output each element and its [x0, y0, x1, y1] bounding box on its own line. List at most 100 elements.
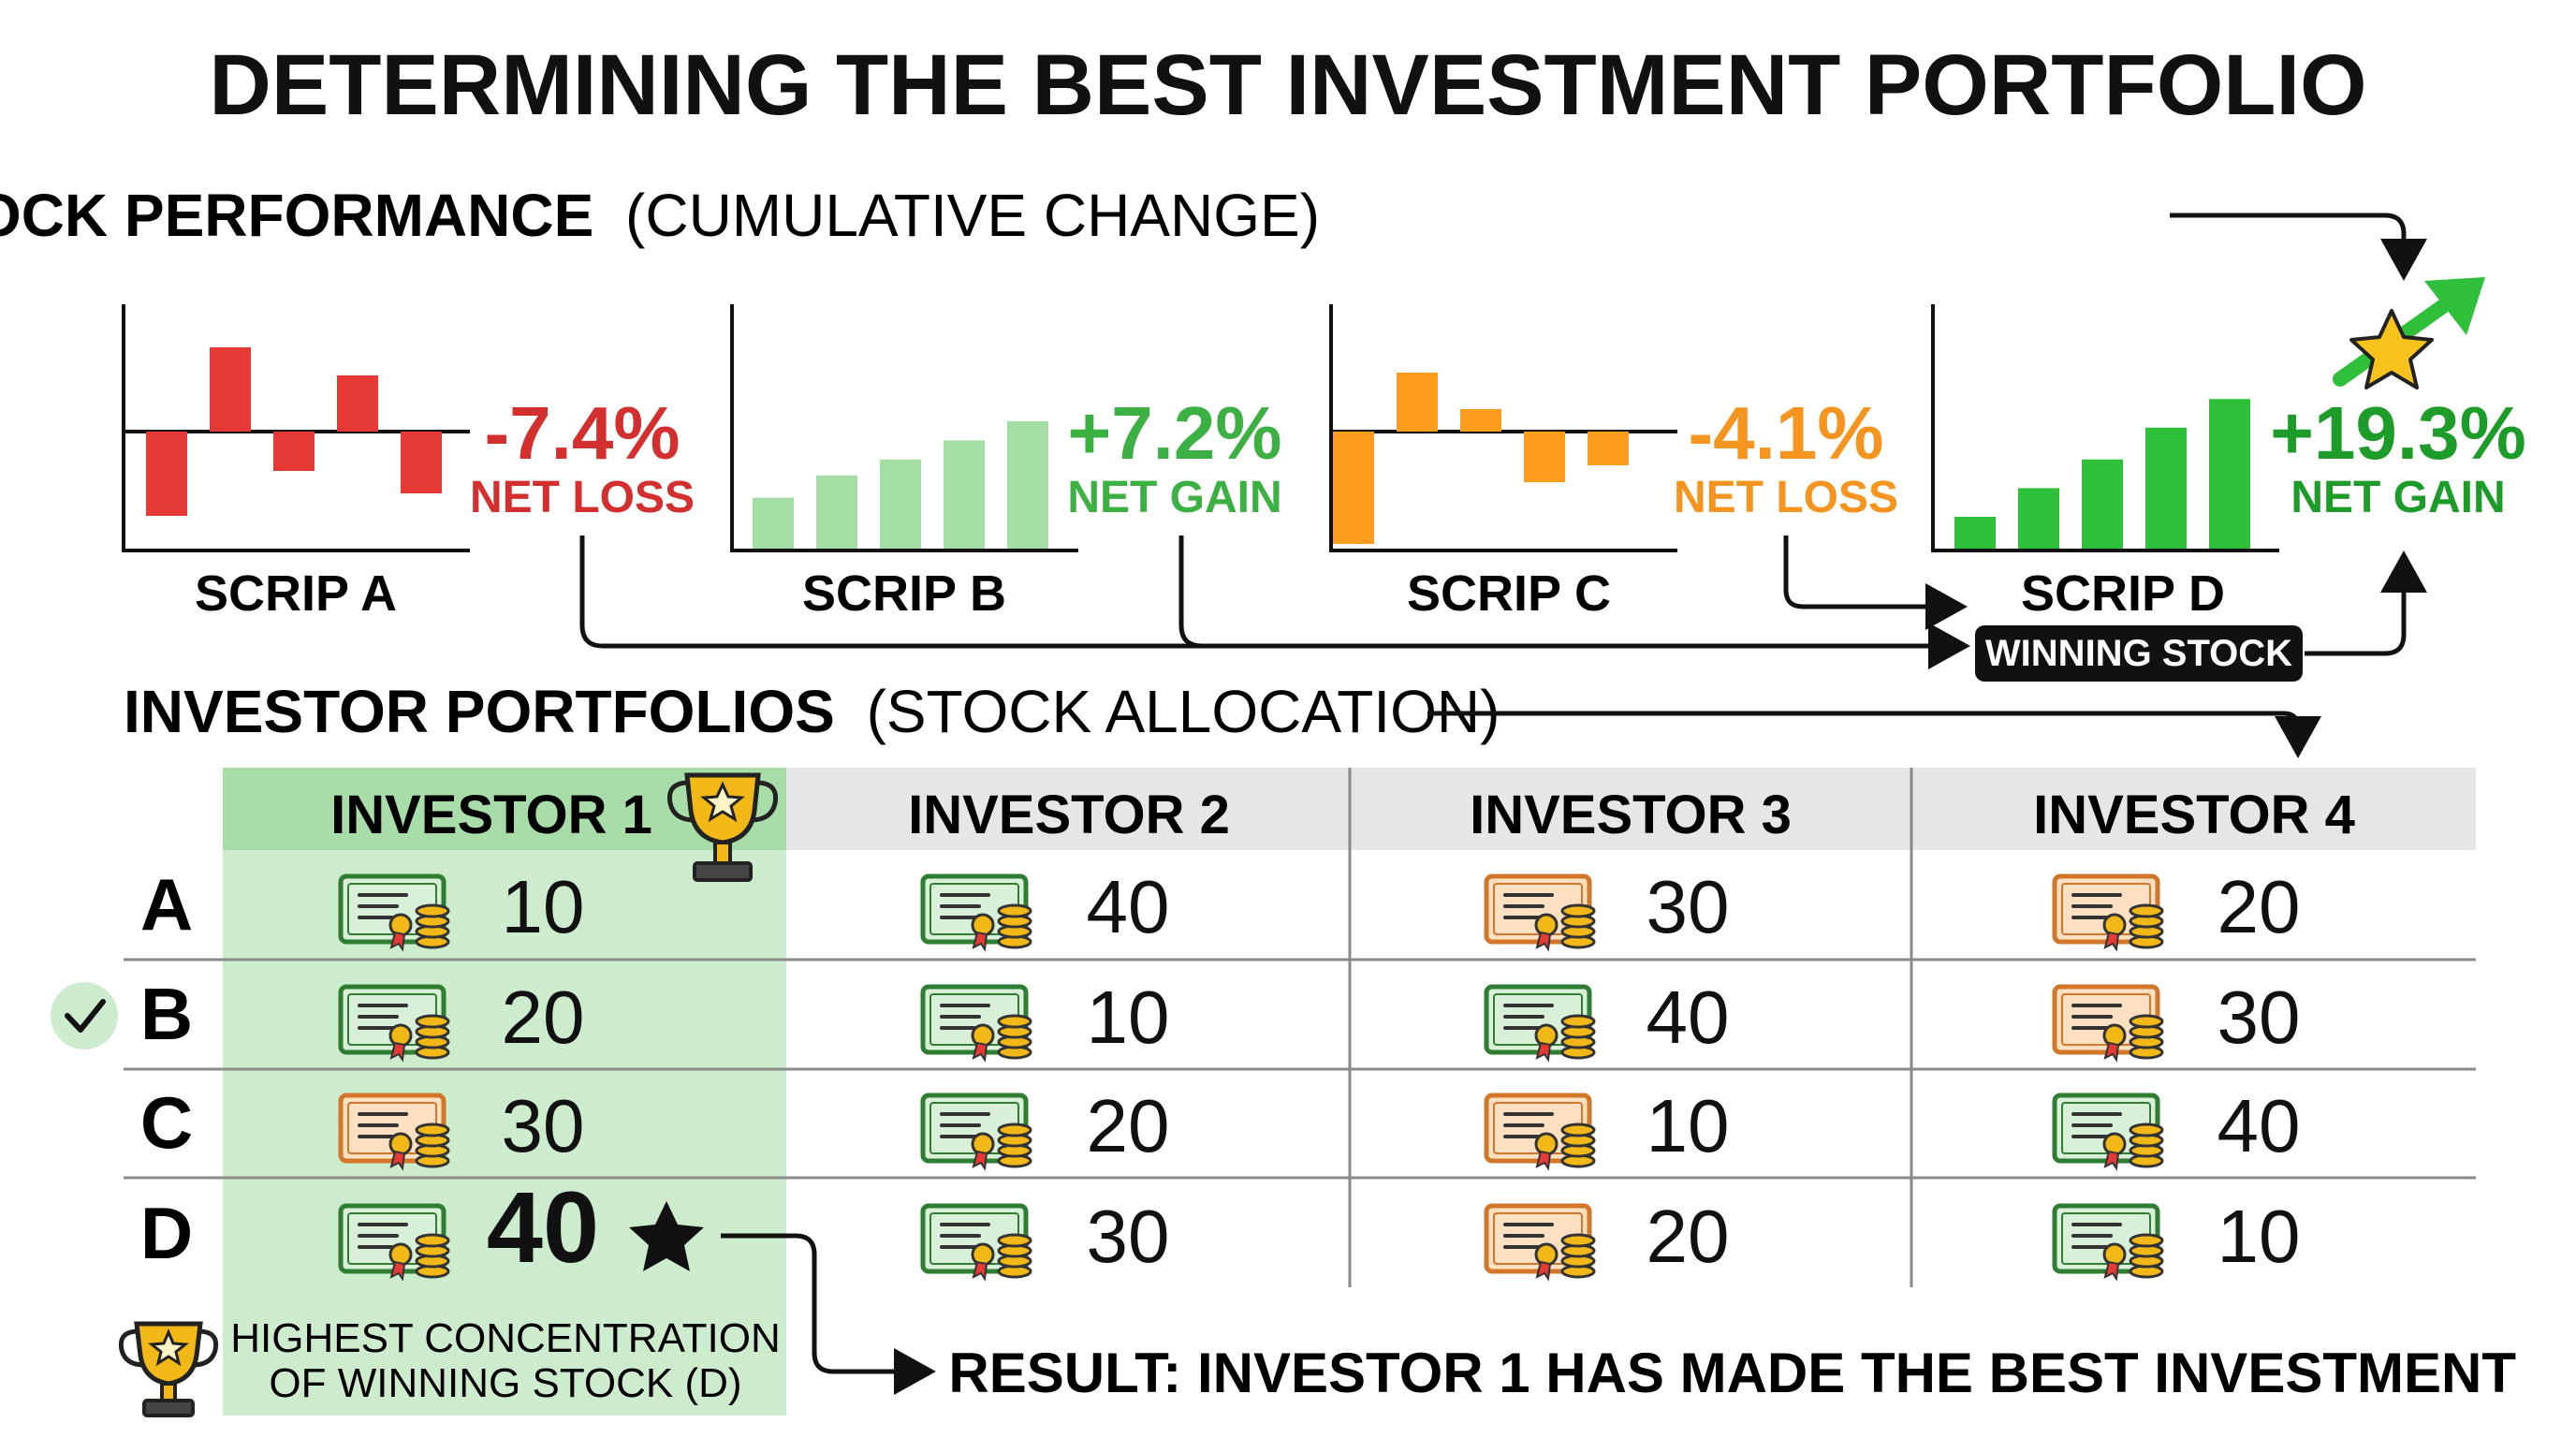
scrip-c-net-value: -4.1%	[1689, 391, 1884, 475]
allocation-value: 30	[1647, 865, 1730, 948]
scrip-c-name: SCRIP C	[1407, 565, 1611, 622]
allocation-value: 10	[1647, 1084, 1730, 1167]
allocation-value: 20	[502, 976, 585, 1059]
allocation-value: 20	[1647, 1195, 1730, 1278]
scrip-d-axes	[1931, 304, 2279, 552]
scrip-b-bar-5	[1007, 421, 1048, 549]
certificate-icon	[2052, 873, 2164, 952]
allocation-value: 30	[2217, 976, 2301, 1059]
scrip-a-axes	[122, 304, 470, 552]
allocation-value: 40	[487, 1170, 599, 1284]
trophy-icon	[666, 772, 779, 882]
scrip-b-name: SCRIP B	[802, 565, 1006, 622]
scrip-a-name: SCRIP A	[195, 565, 397, 622]
scrip-d-bar-5	[2209, 399, 2250, 549]
certificate-icon	[2052, 1203, 2164, 1282]
allocation-value: 40	[1647, 976, 1730, 1059]
note-line-2: OF WINNING STOCK (D)	[269, 1360, 741, 1406]
portfolios-heading-arrow	[1427, 711, 2321, 758]
scrip-c-bar-5	[1588, 432, 1629, 465]
heading-arrow	[2170, 213, 2427, 281]
allocation-value: 10	[1087, 976, 1170, 1059]
certificate-icon	[920, 1203, 1032, 1282]
investor-4-header: INVESTOR 4	[2033, 785, 2355, 845]
scrip-a-bar-4	[337, 375, 378, 432]
scrip-c-bar-4	[1524, 432, 1565, 482]
performance-heading: ANNUAL NET STOCK PERFORMANCE (CUMULATIVE…	[0, 182, 1320, 249]
scrip-c-bar-1	[1333, 432, 1374, 544]
scrip-a-bar-1	[146, 432, 187, 516]
row-label-c: C	[140, 1081, 193, 1164]
winning-star-icon	[629, 1201, 704, 1271]
scrip-c-bar-2	[1397, 373, 1438, 432]
scrip-b-bar-3	[880, 459, 921, 549]
allocation-value: 20	[2217, 865, 2301, 948]
certificate-icon	[338, 873, 450, 952]
certificate-icon	[338, 1093, 450, 1171]
certificate-icon	[338, 1203, 450, 1282]
allocation-value: 40	[1087, 865, 1170, 948]
scrip-c-axes	[1329, 304, 1677, 552]
scrip-d-net-value: +19.3%	[2270, 391, 2526, 475]
allocation-value: 10	[2217, 1195, 2301, 1278]
performance-heading-bold: ANNUAL NET STOCK PERFORMANCE	[0, 182, 593, 249]
row-label-b: B	[140, 973, 193, 1055]
star-icon	[2349, 309, 2434, 389]
scrip-d-bar-2	[2018, 488, 2059, 549]
allocation-value: 20	[1087, 1084, 1170, 1167]
allocation-value: 40	[2217, 1084, 2301, 1167]
scrip-d-bar-3	[2082, 459, 2123, 549]
performance-heading-light: (CUMULATIVE CHANGE)	[625, 182, 1320, 249]
investor-1-header: INVESTOR 1	[330, 785, 652, 845]
scrip-b-net-value: +7.2%	[1067, 391, 1281, 475]
scrip-d-name: SCRIP D	[2021, 565, 2225, 622]
chart-bars	[146, 347, 2250, 549]
scrip-c-net-label: NET LOSS	[1674, 473, 1898, 522]
page-title: DETERMINING THE BEST INVESTMENT PORTFOLI…	[209, 37, 2366, 133]
certificate-icon	[920, 984, 1032, 1063]
certificate-icon	[2052, 1093, 2164, 1171]
row-label-d: D	[140, 1192, 193, 1274]
note-trophy-icon	[118, 1321, 219, 1417]
scrip-d-net-label: NET GAIN	[2291, 473, 2505, 522]
result-text: RESULT: INVESTOR 1 HAS MADE THE BEST INV…	[948, 1342, 2516, 1404]
certificate-icon	[920, 873, 1032, 952]
connector-from-b	[1178, 536, 1203, 649]
scrip-c-bar-3	[1460, 409, 1501, 432]
investor-3-header: INVESTOR 3	[1470, 785, 1792, 845]
connector-from-a	[579, 536, 1970, 669]
scrip-d-bar-4	[2145, 427, 2187, 549]
winning-stock-badge	[1975, 625, 2303, 682]
connector-to-d	[2305, 550, 2427, 656]
certificate-icon	[338, 984, 450, 1063]
investor-2-header: INVESTOR 2	[908, 785, 1230, 845]
note-line-1: HIGHEST CONCENTRATION	[230, 1315, 781, 1361]
winning-stock-label: WINNING STOCK	[1985, 633, 2292, 674]
winner-column	[223, 768, 786, 1416]
table-grid	[124, 768, 2476, 1287]
allocation-value: 30	[1087, 1195, 1170, 1278]
scrip-a-bar-3	[273, 432, 315, 471]
scrip-a-net-value: -7.4%	[485, 391, 681, 475]
scrip-b-bar-4	[944, 440, 985, 549]
check-icon	[51, 982, 118, 1049]
scrip-b-axes	[730, 304, 1078, 552]
scrip-b-net-label: NET GAIN	[1067, 473, 1281, 522]
portfolios-heading-light: (STOCK ALLOCATION)	[867, 678, 1500, 745]
certificate-icon	[1484, 984, 1596, 1063]
connector-arrows	[579, 536, 2427, 669]
connector-from-c	[1783, 536, 1968, 630]
allocation-value: 10	[502, 865, 585, 948]
certificate-icon	[2052, 984, 2164, 1063]
certificate-icon	[1484, 1093, 1596, 1171]
portfolios-heading-bold: INVESTOR PORTFOLIOS	[124, 678, 835, 745]
scrip-a-net-label: NET LOSS	[470, 473, 695, 522]
certificate-icon	[920, 1093, 1032, 1171]
scrip-a-bar-5	[401, 432, 442, 493]
scrip-d-bar-1	[1954, 517, 1996, 549]
portfolios-heading: INVESTOR PORTFOLIOS (STOCK ALLOCATION)	[124, 678, 1500, 745]
certificate-icon	[1484, 873, 1596, 952]
scrip-b-bar-1	[753, 497, 794, 549]
